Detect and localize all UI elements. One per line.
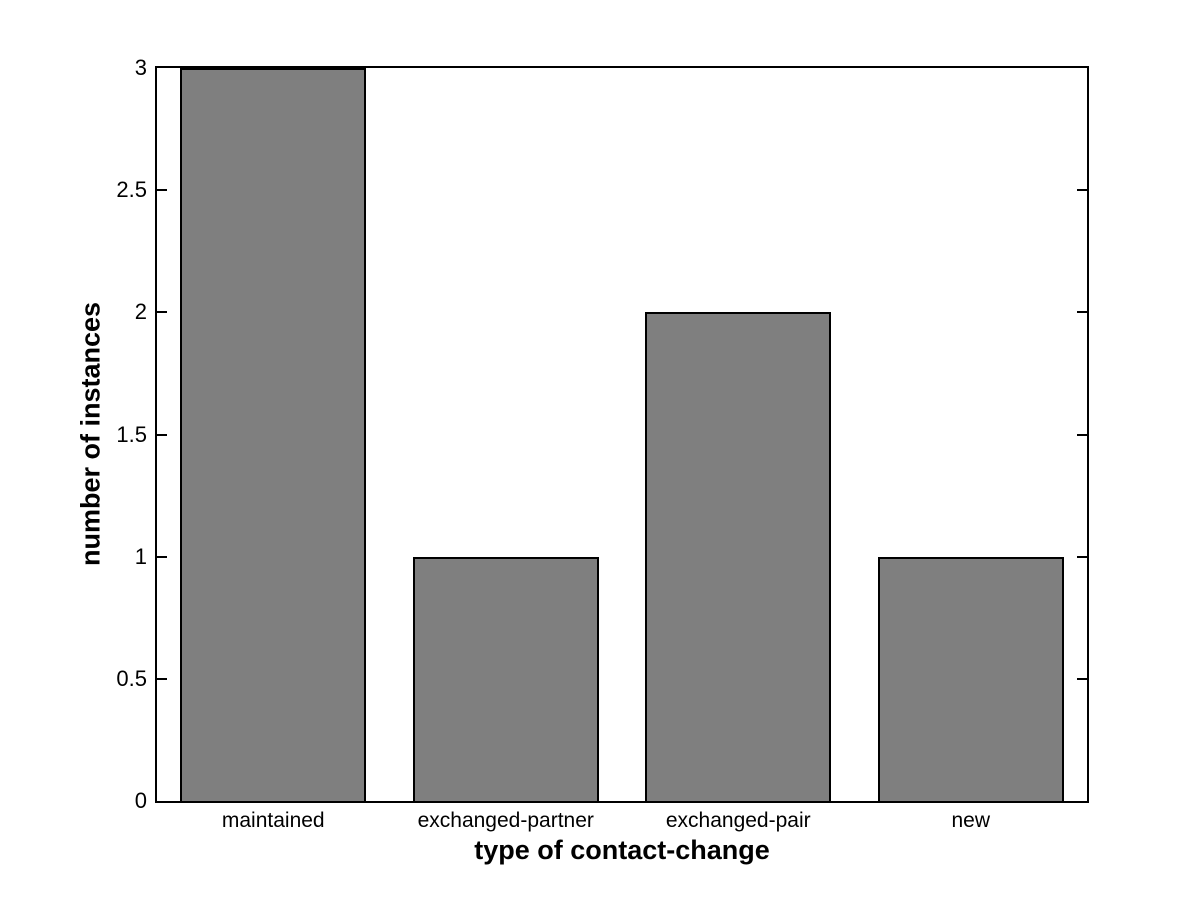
bar-new bbox=[877, 556, 1064, 801]
y-tick-label: 0 bbox=[134, 788, 147, 813]
left-axis-tick bbox=[157, 555, 167, 558]
left-axis-tick bbox=[157, 433, 167, 436]
x-axis-title: type of contact-change bbox=[474, 835, 770, 865]
plot-inner bbox=[157, 68, 1087, 801]
y-tick-label: 2 bbox=[134, 299, 147, 325]
bar-exchanged-partner bbox=[412, 556, 599, 801]
plot-area bbox=[155, 66, 1089, 803]
right-axis-tick bbox=[1077, 555, 1087, 558]
y-tick-label: 2.5 bbox=[116, 177, 147, 203]
left-axis-tick bbox=[157, 189, 167, 192]
x-tick-label-new: new bbox=[951, 809, 991, 832]
y-tick-label: 1.5 bbox=[116, 421, 147, 447]
x-tick-label-exchanged-partner: exchanged-partner bbox=[417, 809, 594, 832]
y-tick-label: 0.5 bbox=[116, 665, 147, 691]
right-axis-tick bbox=[1077, 433, 1087, 436]
bar-exchanged-pair bbox=[645, 312, 832, 801]
y-axis-title-text: number of instances bbox=[75, 301, 106, 567]
y-tick-label: 1 bbox=[134, 543, 147, 569]
right-axis-tick bbox=[1077, 189, 1087, 192]
left-axis-tick bbox=[157, 677, 167, 680]
left-axis-tick bbox=[157, 311, 167, 314]
right-axis-tick bbox=[1077, 677, 1087, 680]
x-tick-label-maintained: maintained bbox=[221, 809, 325, 832]
x-tick-label-exchanged-pair: exchanged-pair bbox=[665, 809, 811, 832]
y-tick-label: 3 bbox=[134, 55, 147, 80]
right-axis-tick bbox=[1077, 311, 1087, 314]
bar-maintained bbox=[180, 68, 367, 801]
